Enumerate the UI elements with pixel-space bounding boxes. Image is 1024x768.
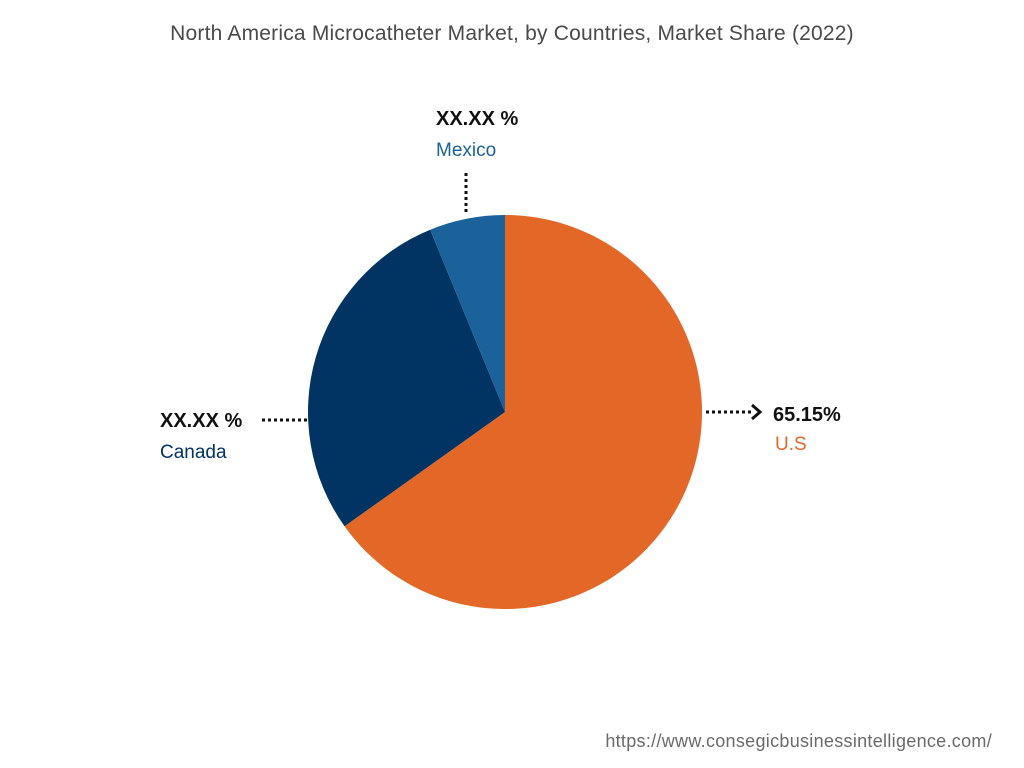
chart-title: North America Microcatheter Market, by C… [170,22,854,45]
mexico-value-label: XX.XX % [436,108,519,130]
pie-slice-canada [307,229,505,527]
canada-value-label: XX.XX % [160,410,243,432]
canada-name-label: Canada [160,442,227,463]
pie-slice-mexico [430,215,505,412]
us-name-label: U.S [775,434,807,455]
mexico-name-label: Mexico [436,140,497,161]
us-value-label: 65.15% [773,404,841,426]
pie-slice-u-s [344,215,702,609]
us-leader-arrow [751,403,763,421]
source-url: https://www.consegicbusinessintelligence… [605,731,992,751]
